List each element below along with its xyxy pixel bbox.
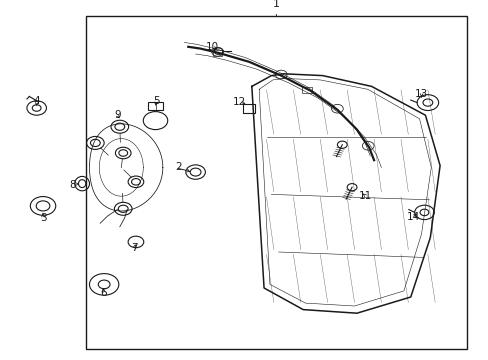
- Bar: [302, 87, 311, 93]
- Text: 7: 7: [131, 243, 138, 253]
- Text: 4: 4: [33, 96, 40, 106]
- Text: 11: 11: [358, 191, 372, 201]
- Bar: [212, 50, 222, 56]
- Text: 6: 6: [100, 288, 107, 298]
- Bar: [147, 102, 163, 110]
- Text: 9: 9: [114, 110, 121, 120]
- Text: 8: 8: [69, 180, 79, 190]
- Text: 5: 5: [153, 96, 160, 106]
- Text: 10: 10: [206, 42, 219, 52]
- Text: 14: 14: [406, 212, 419, 222]
- Text: 13: 13: [414, 89, 427, 99]
- Text: 3: 3: [40, 213, 46, 223]
- Text: 2: 2: [175, 162, 189, 172]
- Text: 12: 12: [232, 96, 246, 107]
- Bar: [242, 104, 255, 113]
- Bar: [85, 16, 466, 349]
- Text: 1: 1: [272, 0, 279, 9]
